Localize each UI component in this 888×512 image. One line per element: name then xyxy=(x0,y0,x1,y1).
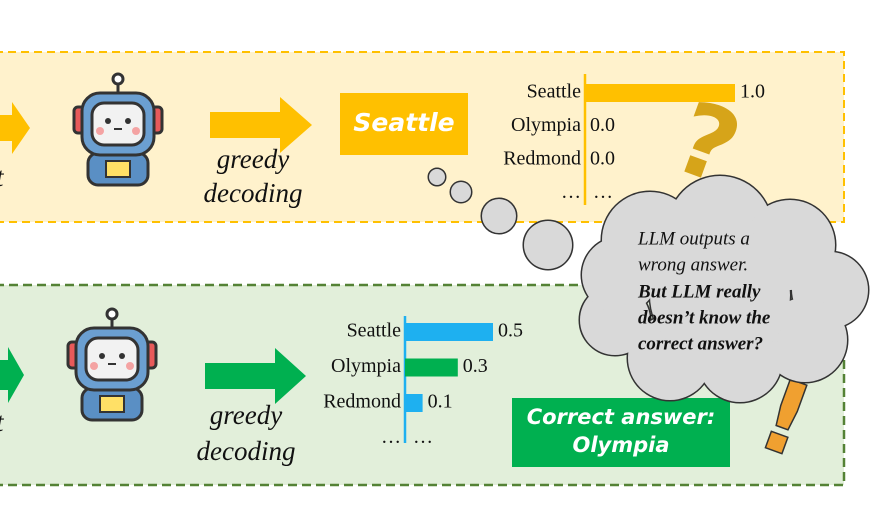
step-label: decoding xyxy=(197,436,296,466)
category-label: Seattle xyxy=(347,320,402,342)
value-label: 0.3 xyxy=(463,355,488,377)
category-label: … xyxy=(561,181,581,203)
value-label: 0.1 xyxy=(428,391,453,413)
answer-text: Olympia xyxy=(572,433,669,457)
output-text: Seattle xyxy=(353,108,454,137)
question-line: doesn’t know the xyxy=(638,307,771,328)
arrow xyxy=(0,347,24,403)
bar xyxy=(405,323,493,341)
value-label: 1.0 xyxy=(740,81,765,103)
arrow xyxy=(205,348,306,404)
bar xyxy=(585,84,735,102)
bar xyxy=(405,358,458,377)
note-line: LLM outputs a xyxy=(637,228,750,249)
category-label: Redmond xyxy=(503,148,581,170)
category-label: Redmond xyxy=(323,391,401,413)
value-label: … xyxy=(413,426,433,448)
step-label: greedy xyxy=(217,144,289,174)
cloud-fill xyxy=(524,221,572,269)
cloud-fill xyxy=(451,182,471,202)
fragment: t xyxy=(0,407,5,437)
category-label: … xyxy=(381,426,401,448)
step-label: greedy xyxy=(210,400,282,430)
cloud-fill xyxy=(482,199,516,233)
answer-text: Correct answer: xyxy=(527,405,716,429)
arrow xyxy=(210,97,312,153)
category-label: Olympia xyxy=(511,114,581,136)
value-label: 0.5 xyxy=(498,320,523,342)
thought-cloud xyxy=(427,167,870,404)
value-label: … xyxy=(593,181,613,203)
cloud-fill xyxy=(582,237,658,313)
cloud-fill xyxy=(650,225,790,365)
cloud-fill xyxy=(429,169,445,185)
question-line: correct answer? xyxy=(638,333,763,354)
category-label: Seattle xyxy=(527,81,582,103)
note-line: wrong answer. xyxy=(638,254,748,275)
value-label: 0.0 xyxy=(590,114,615,136)
category-label: Olympia xyxy=(331,355,401,377)
fragment: t xyxy=(0,162,5,192)
answer-box xyxy=(512,398,730,467)
step-label: decoding xyxy=(204,178,303,208)
output-box xyxy=(340,93,468,155)
bar xyxy=(405,394,423,412)
value-label: 0.0 xyxy=(590,148,615,170)
arrow xyxy=(0,102,30,154)
question-line: But LLM really xyxy=(637,281,761,302)
